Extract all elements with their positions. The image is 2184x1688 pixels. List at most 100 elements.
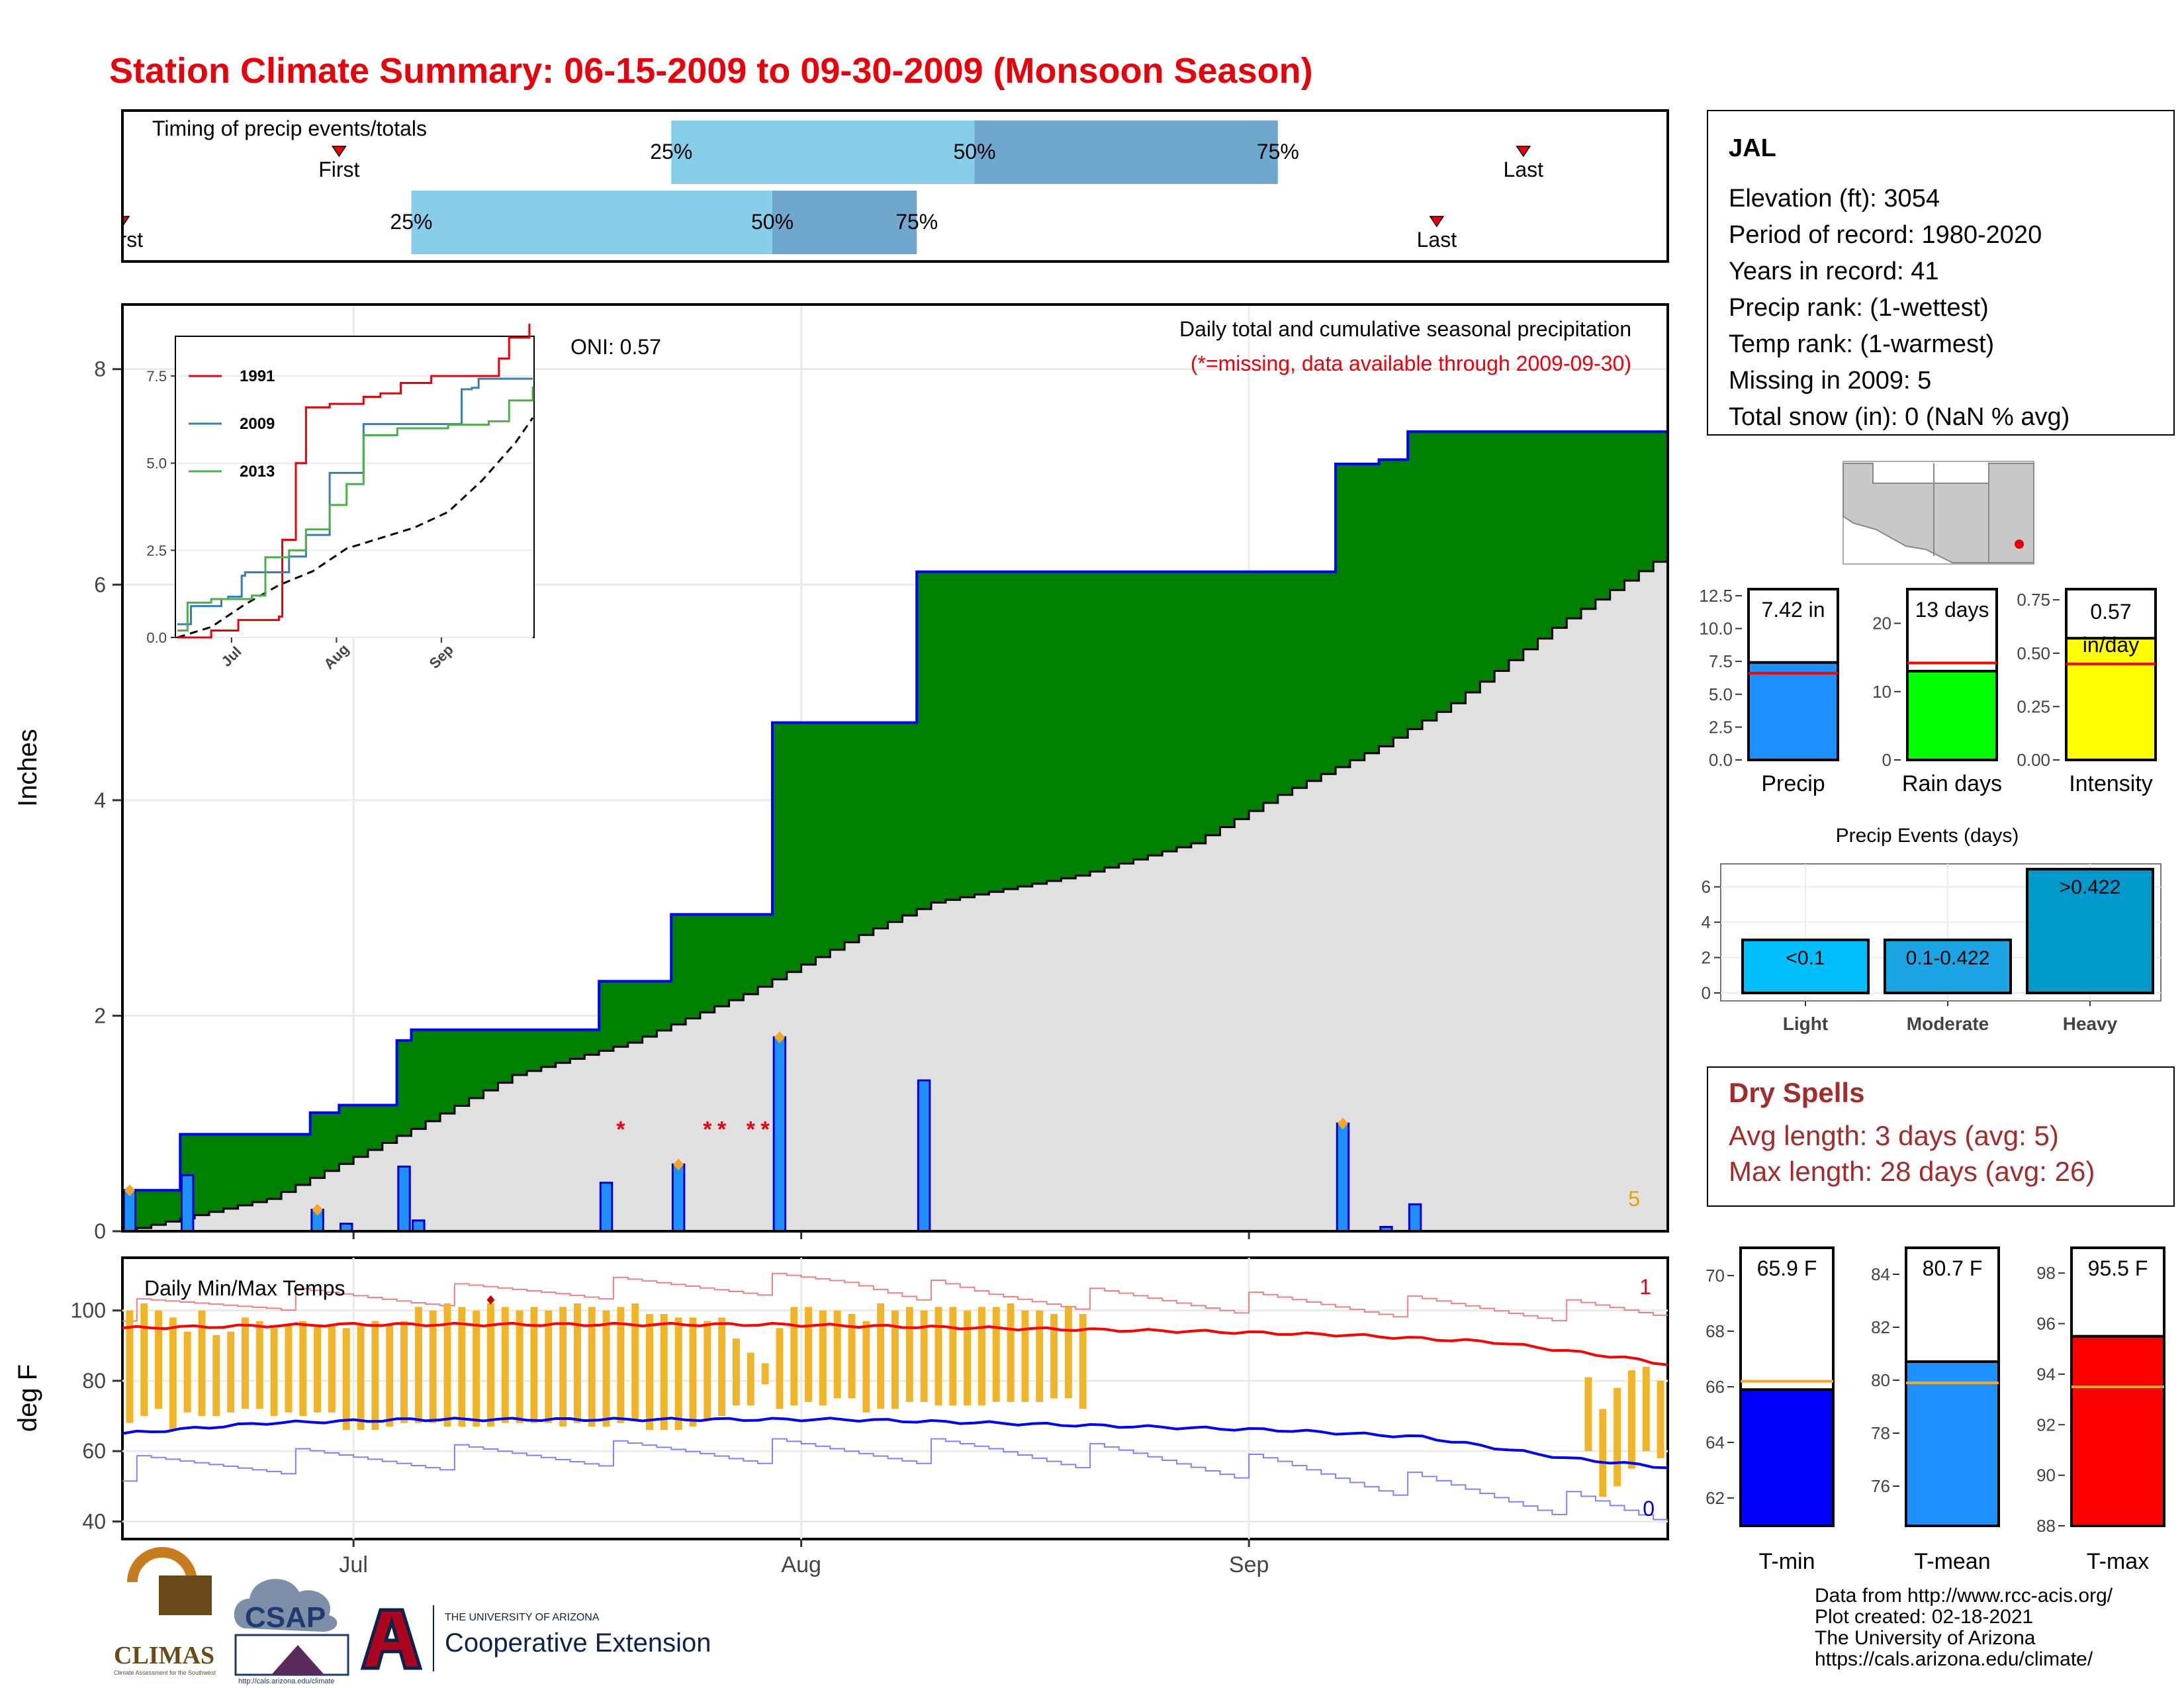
temps-panel: 40 60 80 100 Jul Aug Sep Daily Min/Max Temps 1… [13, 1256, 1669, 1577]
temps-daily-range-bar [545, 1310, 553, 1423]
temp-ytick-label: 92 [2036, 1415, 2056, 1434]
temps-daily-range-bar [1021, 1310, 1029, 1402]
events-bar-label: 0.1-0.422 [1906, 947, 1990, 969]
precip-ytick-label: 0.75 [2017, 590, 2050, 610]
precip-ytick-label: 0.50 [2017, 643, 2050, 663]
temps-daily-range-bar [1642, 1366, 1650, 1452]
temps-daily-range-bar [1050, 1314, 1058, 1399]
temps-daily-range-bar [1657, 1380, 1664, 1458]
temps-daily-range-bar [747, 1352, 754, 1406]
missing-marker: * [717, 1117, 727, 1142]
temps-daily-range-bar [328, 1324, 336, 1413]
inset-series-2013 [177, 386, 534, 632]
temps-daily-range-bar [877, 1303, 885, 1409]
missing-marker: * [703, 1117, 712, 1142]
precip-daily-bar [1408, 1203, 1422, 1233]
temps-daily-range-bar [1036, 1310, 1044, 1402]
temps-daily-range-bar [501, 1307, 509, 1423]
temps-daily-range-bar [631, 1303, 639, 1420]
footer-credit-line: Data from http://www.rcc-acis.org/ [1815, 1585, 2113, 1607]
inset-ytick-label: 0.0 [146, 630, 167, 646]
temp-ytick-label: 82 [1871, 1317, 1890, 1337]
temp-value-bar [2070, 1335, 2165, 1527]
climas-wordmark: CLIMAS [114, 1642, 214, 1669]
precip-category-label: Rain days [1902, 771, 2002, 796]
temps-daily-range-bar [1627, 1370, 1635, 1469]
events-category-label: Light [1783, 1013, 1828, 1034]
precip-ytick-label: 10 [1872, 682, 1891, 702]
temp-ytick-label: 78 [1871, 1423, 1890, 1443]
record-low-count: 0 [1643, 1497, 1655, 1521]
precip-daily-bar [122, 1189, 137, 1233]
precip-daily-bar [772, 1036, 787, 1233]
precip-ytick-label: 4 [94, 788, 106, 812]
temps-daily-range-bar [862, 1321, 870, 1413]
events-category-label: Heavy [2063, 1013, 2118, 1034]
temps-daily-range-bar [1614, 1387, 1621, 1487]
temps-daily-range-bar [588, 1307, 596, 1427]
temps-daily-range-bar [660, 1314, 668, 1430]
temps-daily-range-bar [805, 1307, 813, 1402]
inset-legend-label: 2013 [240, 463, 275, 481]
dry-spells-frame [1707, 1066, 2175, 1207]
station-info-line: Precip rank: (1-wettest) [1729, 294, 1989, 322]
timing-first-label: First [318, 158, 359, 181]
missing-marker: * [747, 1117, 756, 1142]
inset-ytick-label: 2.5 [146, 542, 167, 559]
events-bar-label: >0.422 [2060, 876, 2121, 898]
events-category-label: Moderate [1907, 1013, 1989, 1034]
temp-value-label: 80.7 F [1923, 1256, 1983, 1280]
temps-daily-range-bar [891, 1310, 899, 1409]
precip-category-label: Intensity [2069, 771, 2153, 796]
temps-daily-range-bar [833, 1310, 841, 1399]
temps-ytick-label: 100 [71, 1299, 106, 1323]
page-title: Station Climate Summary: 06-15-2009 to 0… [109, 51, 1313, 91]
precip-value-bar [2065, 637, 2157, 761]
ua-line1: THE UNIVERSITY OF ARIZONA [445, 1612, 600, 1623]
temps-daily-range-bar [689, 1317, 697, 1427]
temps-daily-range-bar [169, 1317, 177, 1430]
temp-ytick-label: 76 [1871, 1476, 1890, 1496]
temps-daily-range-bar [270, 1328, 278, 1417]
precip-daily-bar [397, 1165, 411, 1233]
temp-ytick-label: 62 [1706, 1488, 1725, 1508]
precip-ytick-label: 2 [94, 1004, 106, 1027]
temp-ytick-label: 94 [2036, 1364, 2056, 1384]
temp-category-label: T-min [1759, 1549, 1815, 1574]
inset-ytick-label: 5.0 [146, 455, 167, 472]
temps-daily-range-bar [400, 1321, 408, 1423]
precip-ytick-label: 0 [94, 1219, 106, 1243]
temps-daily-range-bar [487, 1303, 494, 1427]
temps-daily-range-bar [819, 1310, 827, 1406]
temps-daily-range-bar [299, 1321, 307, 1417]
timing-q75-label: 75% [1257, 140, 1299, 164]
inset-frame [175, 336, 535, 638]
precip-value-label: 13 days [1915, 598, 1989, 622]
station-frame [1707, 110, 2175, 436]
timing-q25-q50-bar [411, 191, 773, 254]
timing-last-marker [1516, 146, 1531, 158]
missing-marker: * [616, 1117, 625, 1142]
inset-legend-label: 2009 [240, 415, 275, 433]
dry-spells-avg: Avg length: 3 days (avg: 5) [1729, 1120, 2059, 1151]
temps-daily-range-bar [602, 1310, 610, 1427]
ua-a-icon [360, 1608, 423, 1670]
timing-first-marker [124, 216, 130, 226]
missing-marker: * [760, 1117, 770, 1142]
precip-value-unit: in/day [2083, 633, 2139, 657]
timing-q25-label: 25% [650, 140, 692, 164]
timing-q50-q75-bar [974, 120, 1278, 184]
precip-record-marker [124, 1184, 135, 1197]
precip-avg-cumulative-area [122, 561, 1669, 1233]
temps-daily-range-bar [674, 1317, 682, 1430]
footer-credit-line: The University of Arizona [1815, 1627, 2036, 1649]
precip-frame [121, 303, 1669, 1233]
inset-ytick-label: 7.5 [146, 368, 167, 385]
precip-record-marker [312, 1203, 323, 1216]
inset-legend-label: 1991 [240, 367, 275, 385]
oni-label: ONI: 0.57 [570, 335, 661, 359]
timing-q50-label: 50% [953, 140, 995, 164]
dry-spells-title: Dry Spells [1729, 1077, 1864, 1108]
precip-value-label: 7.42 in [1761, 598, 1825, 622]
climas-logo: CLIMAS Climate Assessment for the Southw… [114, 1547, 216, 1676]
